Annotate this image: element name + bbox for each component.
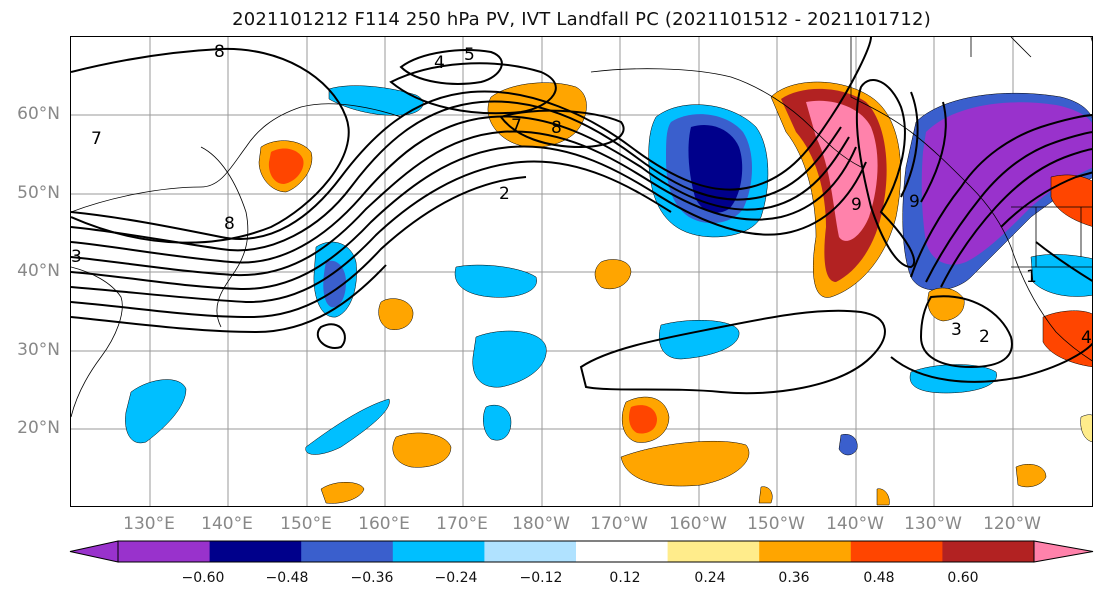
colorbar-tick: −0.60 — [181, 570, 225, 586]
colorbar-segment — [667, 541, 760, 562]
contour-label: 4 — [434, 53, 445, 73]
map-panel: 8 5 4 7 7 8 8 2 9 9 1 3 3 2 4 — [70, 36, 1093, 507]
contour-label-group: 8 5 4 7 7 8 8 2 9 9 1 3 3 2 4 — [71, 42, 1092, 348]
lon-label-130w: 130°W — [904, 514, 962, 534]
lat-label-30n: 30°N — [17, 340, 60, 360]
lon-label-170w: 170°W — [590, 514, 648, 534]
lon-label-160w: 160°W — [669, 514, 727, 534]
contour-label: 9 — [909, 192, 920, 212]
contour-label: 7 — [511, 116, 522, 136]
colorbar-segment — [301, 541, 394, 562]
colorbar-segment — [850, 541, 943, 562]
lon-label-140e: 140°E — [201, 514, 253, 534]
contour-label: 2 — [979, 327, 990, 347]
contour-label: 7 — [91, 129, 102, 149]
colorbar-extend-low — [69, 540, 119, 563]
colorbar-segment — [942, 541, 1035, 562]
colorbar-segment — [576, 541, 669, 562]
lon-label-150w: 150°W — [747, 514, 805, 534]
lon-label-180w: 180°W — [512, 514, 570, 534]
contour-label: 3 — [71, 247, 82, 267]
colorbar-tick: −0.12 — [519, 570, 563, 586]
map-title: 2021101212 F114 250 hPa PV, IVT Landfall… — [232, 9, 931, 30]
contour-label: 8 — [551, 118, 562, 138]
colorbar-tick: 0.48 — [863, 570, 895, 586]
contour-label: 8 — [214, 42, 225, 62]
lat-label-60n: 60°N — [17, 104, 60, 124]
contour-label: 9 — [851, 195, 862, 215]
colorbar-tick: 0.36 — [778, 570, 810, 586]
lat-label-20n: 20°N — [17, 418, 60, 438]
colorbar-segment — [118, 541, 211, 562]
colorbar-segment — [392, 541, 485, 562]
lat-label-40n: 40°N — [17, 261, 60, 281]
coastlines — [71, 37, 1092, 418]
lon-label-150e: 150°E — [280, 514, 332, 534]
colorbar-segment — [209, 541, 302, 562]
contour-label: 1 — [1026, 267, 1037, 287]
lon-label-170e: 170°E — [436, 514, 488, 534]
colorbar-tick: 0.60 — [947, 570, 979, 586]
colorbar-segment — [484, 541, 577, 562]
colorbar-tick: 0.24 — [694, 570, 726, 586]
pv-contours — [71, 37, 1092, 395]
lon-label-140w: 140°W — [826, 514, 884, 534]
pv-shading — [125, 81, 1092, 506]
contour-label: 5 — [464, 45, 475, 65]
lat-label-50n: 50°N — [17, 183, 60, 203]
map-canvas: 8 5 4 7 7 8 8 2 9 9 1 3 3 2 4 — [71, 37, 1092, 506]
colorbar — [69, 540, 1094, 563]
colorbar-tick: −0.24 — [434, 570, 478, 586]
colorbar-tick: 0.12 — [609, 570, 641, 586]
colorbar-tick: −0.48 — [265, 570, 309, 586]
lon-label-130e: 130°E — [123, 514, 175, 534]
contour-label: 8 — [224, 214, 235, 234]
lon-label-160e: 160°E — [358, 514, 410, 534]
lon-label-120w: 120°W — [983, 514, 1041, 534]
contour-label: 3 — [951, 320, 962, 340]
colorbar-segment — [759, 541, 852, 562]
contour-label: 4 — [1081, 328, 1092, 348]
contour-label: 2 — [499, 184, 510, 204]
colorbar-tick: −0.36 — [350, 570, 394, 586]
colorbar-extend-high — [1033, 540, 1094, 563]
